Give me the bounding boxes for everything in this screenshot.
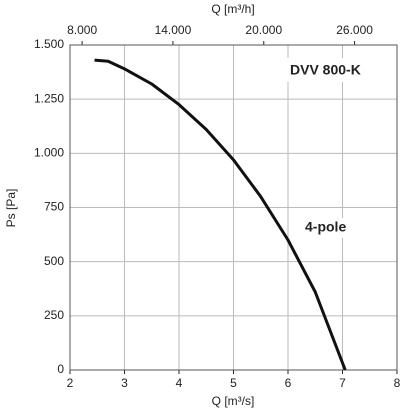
x2-tick-label: 8.000 bbox=[67, 23, 97, 37]
y-tick-label: 750 bbox=[44, 200, 64, 214]
y-tick-label: 1.250 bbox=[34, 91, 64, 105]
y-tick-label: 1.500 bbox=[34, 37, 64, 51]
annotation: DVV 800-K bbox=[290, 62, 361, 78]
x-tick-label: 3 bbox=[121, 376, 128, 390]
x2-tick-label: 26.000 bbox=[336, 23, 373, 37]
x2-tick-label: 14.000 bbox=[155, 23, 192, 37]
annotation-box bbox=[283, 58, 383, 82]
y-tick-label: 0 bbox=[57, 362, 64, 376]
x-tick-label: 2 bbox=[67, 376, 74, 390]
plot-frame bbox=[69, 44, 398, 371]
x2-axis-label: Q [m³/h] bbox=[211, 2, 254, 16]
x-axis-label: Q [m³/s] bbox=[212, 394, 255, 408]
y-tick-label: 500 bbox=[44, 254, 64, 268]
x-tick-label: 4 bbox=[176, 376, 183, 390]
y-axis-label: Ps [Pa] bbox=[4, 189, 18, 228]
x-tick-label: 6 bbox=[285, 376, 292, 390]
y-tick-label: 250 bbox=[44, 308, 64, 322]
x-tick-label: 8 bbox=[394, 376, 400, 390]
x-tick-label: 7 bbox=[339, 376, 346, 390]
curve bbox=[94, 58, 347, 371]
y-tick-label: 1.000 bbox=[34, 146, 64, 160]
annotation: 4-pole bbox=[305, 219, 346, 235]
x-tick-label: 5 bbox=[230, 376, 237, 390]
x2-tick-label: 20.000 bbox=[245, 23, 282, 37]
annotation-box bbox=[300, 218, 350, 238]
